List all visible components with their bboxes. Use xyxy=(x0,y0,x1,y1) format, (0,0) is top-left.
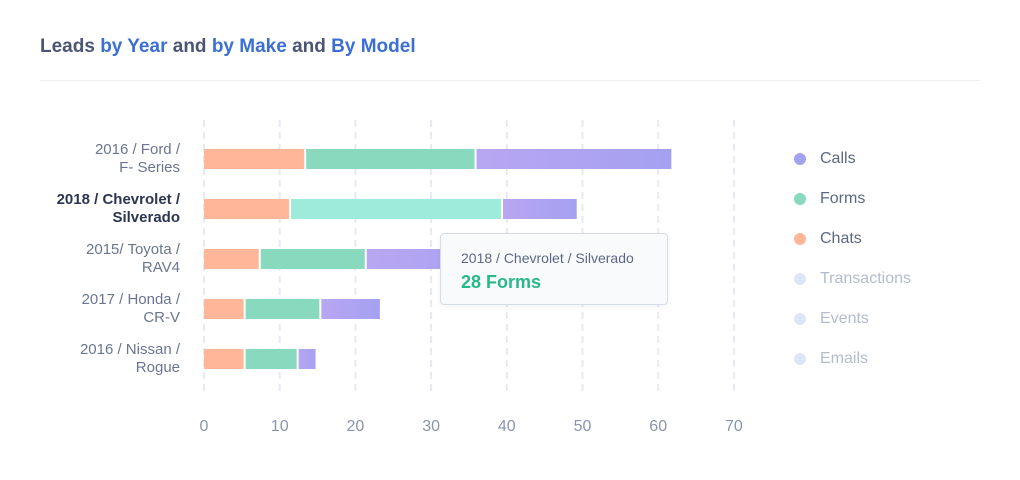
legend-label: Events xyxy=(820,310,869,327)
bar-chats xyxy=(204,199,290,219)
legend-dot-icon xyxy=(794,353,806,365)
legend-dot-icon xyxy=(794,193,806,205)
tooltip-label: 2018 / Chevrolet / Silverado xyxy=(461,250,634,266)
legend-item-events[interactable]: Events xyxy=(794,308,911,330)
legend-item-chats[interactable]: Chats xyxy=(794,228,911,250)
legend-dot-icon xyxy=(794,153,806,165)
x-tick-label: 70 xyxy=(725,418,743,435)
category-label: 2017 / Honda / CR-V xyxy=(82,291,181,326)
title-link-year[interactable]: by Year xyxy=(100,36,168,57)
title-part: Leads xyxy=(40,36,101,57)
category-label-line: RAV4 xyxy=(142,259,180,276)
bar-calls xyxy=(476,149,672,169)
category-label-line: 2018 / Chevrolet / xyxy=(57,191,181,208)
legend-dot-icon xyxy=(794,313,806,325)
bar-calls xyxy=(503,199,577,219)
divider xyxy=(40,80,980,81)
legend-label: Transactions xyxy=(820,270,911,287)
title-link-model[interactable]: By Model xyxy=(331,36,416,57)
legend-dot-icon xyxy=(794,273,806,285)
legend-item-calls[interactable]: Calls xyxy=(794,148,911,170)
bar-forms xyxy=(260,249,365,269)
legend-label: Chats xyxy=(820,230,862,247)
category-label: 2015/ Toyota / RAV4 xyxy=(86,241,181,276)
x-tick-label: 40 xyxy=(498,418,516,435)
chart-title: Leads by Year and by Make and By Model xyxy=(40,36,416,58)
bar-forms xyxy=(245,349,297,369)
category-label: 2016 / Nissan / Rogue xyxy=(80,341,181,376)
tooltip: 2018 / Chevrolet / Silverado 28 Forms xyxy=(440,233,668,305)
legend-item-emails[interactable]: Emails xyxy=(794,348,911,370)
title-part: and xyxy=(167,36,212,57)
category-label-line: F- Series xyxy=(119,159,180,176)
category-label-line: 2016 / Ford / xyxy=(95,141,181,158)
category-label-line: CR-V xyxy=(143,309,180,326)
category-label: 2016 / Ford / F- Series xyxy=(95,141,181,176)
legend: Calls Forms Chats Transactions Events Em… xyxy=(794,148,911,388)
legend-item-transactions[interactable]: Transactions xyxy=(794,268,911,290)
legend-label: Emails xyxy=(820,350,869,367)
title-part: and xyxy=(286,36,332,57)
legend-item-forms[interactable]: Forms xyxy=(794,188,911,210)
category-label-line: Rogue xyxy=(136,359,180,376)
category-label-line: Silverado xyxy=(112,209,180,226)
title-link-make[interactable]: by Make xyxy=(211,36,287,57)
category-label: 2018 / Chevrolet / Silverado xyxy=(57,191,181,226)
x-tick-label: 20 xyxy=(347,418,365,435)
bar-chats xyxy=(204,149,305,169)
x-tick-label: 50 xyxy=(574,418,592,435)
bar-calls xyxy=(298,349,316,369)
x-tick-label: 60 xyxy=(649,418,667,435)
x-tick-label: 10 xyxy=(271,418,289,435)
legend-label: Forms xyxy=(820,190,866,207)
tooltip-value: 28 Forms xyxy=(461,272,542,292)
bar-forms xyxy=(245,299,320,319)
category-label-line: 2015/ Toyota / xyxy=(86,241,181,258)
bar-forms xyxy=(306,149,475,169)
bar-chats xyxy=(204,249,259,269)
x-tick-label: 30 xyxy=(422,418,440,435)
bar-calls xyxy=(321,299,380,319)
bar-chats xyxy=(204,349,244,369)
x-tick-label: 0 xyxy=(200,418,209,435)
category-label-line: 2016 / Nissan / xyxy=(80,341,181,358)
bar-chats xyxy=(204,299,244,319)
category-label-line: 2017 / Honda / xyxy=(82,291,181,308)
legend-label: Calls xyxy=(820,150,856,167)
bar-forms xyxy=(291,199,502,219)
legend-dot-icon xyxy=(794,233,806,245)
